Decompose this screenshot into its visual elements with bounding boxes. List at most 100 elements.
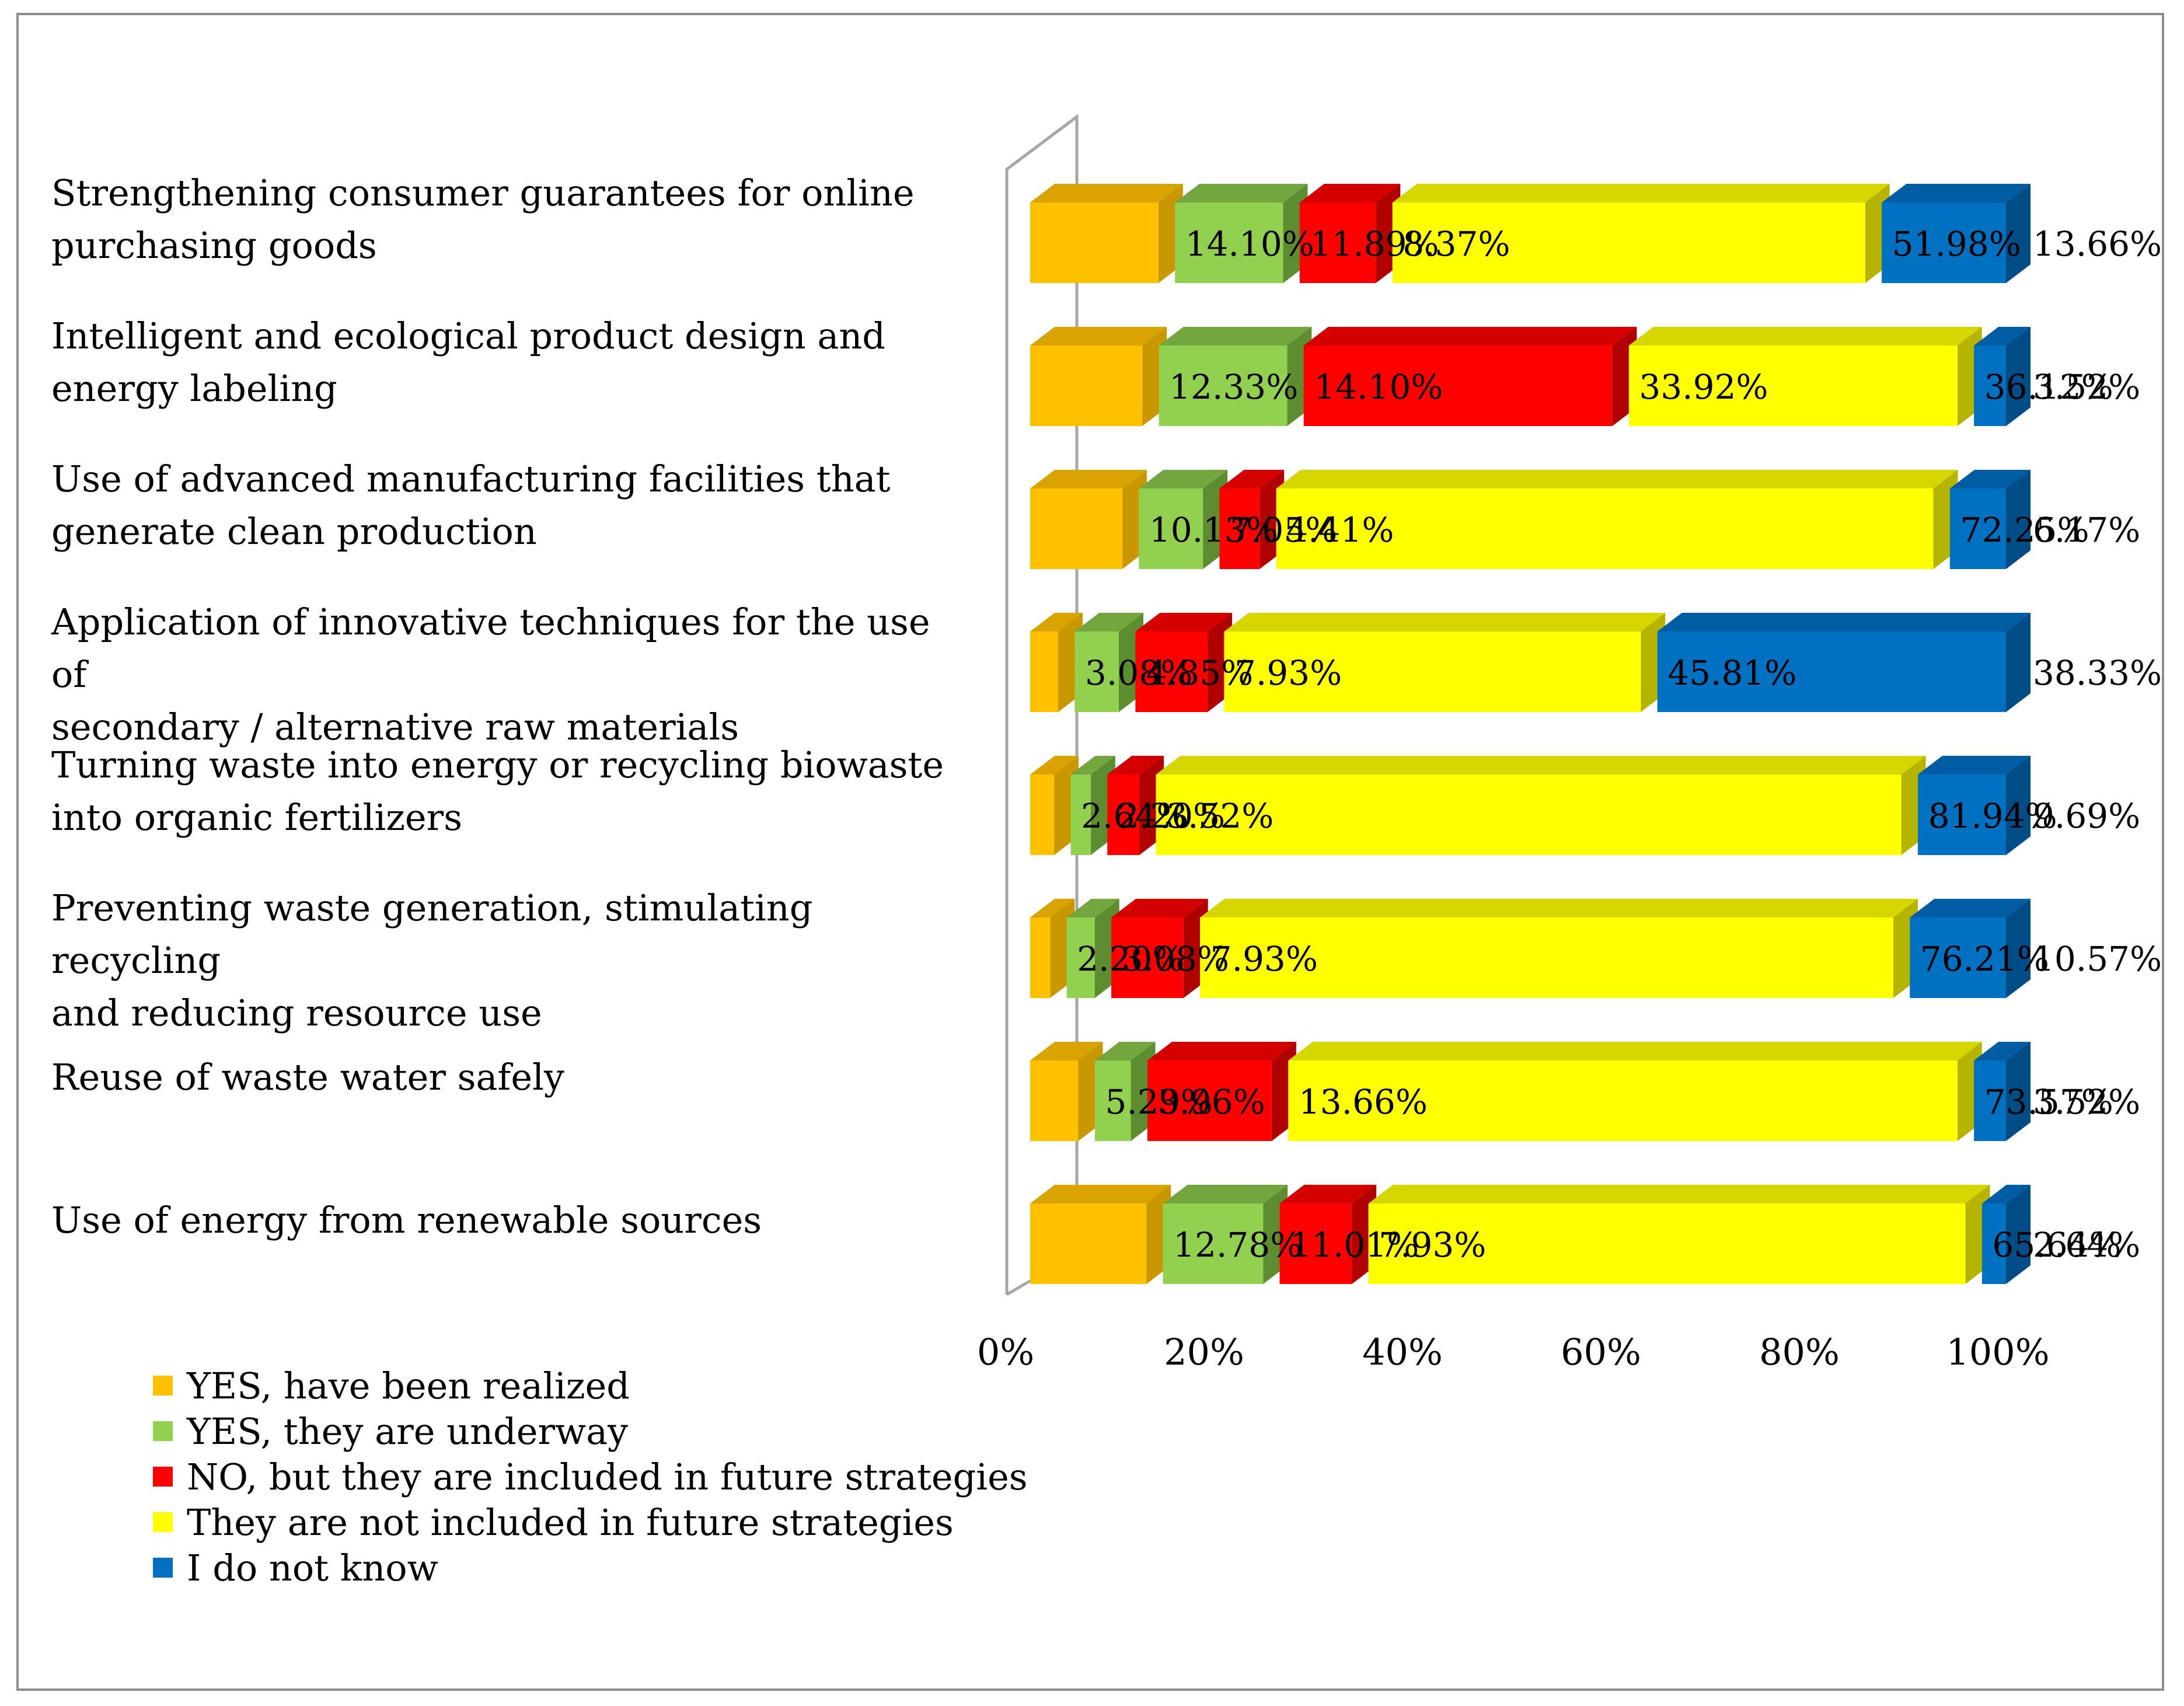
- x-tick-label: 100%: [1946, 1331, 2049, 1373]
- bar-front-face: [1276, 489, 1934, 569]
- bar-segment: [1657, 613, 2031, 712]
- bar-front-face: [1030, 1060, 1079, 1141]
- bar-value-label: 7.93%: [1210, 939, 1318, 979]
- bar-segment: [1303, 327, 1637, 426]
- bar-side-face: [2006, 613, 2031, 712]
- bar-value-label: 76.21%: [1920, 939, 2049, 979]
- category-label: Use of advanced manufacturing facilities…: [51, 453, 962, 558]
- bar-top-face: [1974, 327, 2031, 346]
- bar-top-face: [1066, 899, 1119, 917]
- bar-front-face: [1066, 917, 1095, 998]
- bar-value-label: 3.96%: [1158, 1082, 1265, 1122]
- legend-swatch: [153, 1467, 173, 1487]
- legend-label: YES, have been realized: [187, 1364, 630, 1407]
- bar-top-face: [1030, 613, 1083, 632]
- bar-top-face: [1279, 1185, 1377, 1203]
- x-tick-label: 60%: [1561, 1331, 1641, 1373]
- bar-value-label: 7.93%: [1379, 1225, 1486, 1265]
- bar-value-label: 12.78%: [1173, 1225, 1302, 1265]
- bar-value-label: 14.10%: [1314, 367, 1443, 407]
- bar-side-face: [2006, 756, 2031, 855]
- category-label-line: generate clean production: [51, 510, 537, 553]
- bar-segment: [1981, 1185, 2031, 1284]
- bar-front-face: [1974, 346, 2006, 426]
- category-label-line: Turning waste into energy or recycling b…: [51, 744, 944, 786]
- bar-top-face: [1657, 613, 2031, 632]
- bar-top-face: [1303, 327, 1637, 346]
- bar-top-face: [1299, 184, 1401, 203]
- bar-front-face: [1175, 203, 1283, 283]
- bar-front-face: [1628, 346, 1958, 426]
- bar-value-label: 5.29%: [1105, 1082, 1212, 1122]
- bar-front-face: [1074, 632, 1119, 712]
- category-label-line: secondary / alternative raw materials: [51, 706, 739, 748]
- bar-value-label: 9.69%: [2033, 796, 2140, 836]
- bar-top-face: [1111, 899, 1208, 917]
- bar-front-face: [1030, 203, 1159, 283]
- bar-top-face: [1276, 470, 1958, 489]
- bar-side-face: [2006, 184, 2031, 283]
- bar-top-face: [1917, 756, 2031, 774]
- bar-value-label: 2.20%: [1077, 939, 1184, 979]
- bar-front-face: [1392, 203, 1865, 283]
- bar-front-face: [1163, 1203, 1264, 1284]
- bar-top-face: [1949, 470, 2031, 489]
- bar-value-label: 36.12%: [1984, 367, 2113, 407]
- bar-segment: [1159, 327, 1312, 426]
- bar-segment: [1030, 1185, 1171, 1284]
- legend-item: I do not know: [153, 1545, 1028, 1590]
- bar-front-face: [1139, 489, 1203, 569]
- bar-top-face: [1219, 470, 1285, 489]
- bar-segment: [1107, 756, 1164, 855]
- bar-top-face: [1030, 1185, 1171, 1203]
- bar-value-label: 2.20%: [1118, 796, 1225, 836]
- bar-top-face: [1030, 1042, 1103, 1060]
- bar-value-label: 13.66%: [1299, 1082, 1428, 1122]
- x-axis-ticks: 0% 20% 40% 60% 80% 100%: [977, 1331, 2050, 1373]
- bar-front-face: [1368, 1203, 1966, 1284]
- legend-swatch: [153, 1376, 173, 1395]
- bar-top-face: [1030, 756, 1079, 774]
- bar-side-face: [2006, 327, 2031, 426]
- bar-front-face: [1657, 632, 2006, 712]
- bar-top-face: [1628, 327, 1982, 346]
- bar-value-label: 10.13%: [1149, 510, 1278, 550]
- bar-top-face: [1981, 1185, 2031, 1203]
- bar-value-label: 7.93%: [1234, 653, 1342, 693]
- bar-value-label: 3.52%: [2033, 1082, 2140, 1122]
- category-label-line: Reuse of waste water safely: [51, 1056, 564, 1098]
- bar-segment: [1094, 1042, 1156, 1141]
- bar-front-face: [1299, 203, 1376, 283]
- bar-top-face: [1147, 1042, 1296, 1060]
- chart-bars: [1030, 184, 2031, 1284]
- category-label-line: Intelligent and ecological product desig…: [51, 315, 885, 357]
- bar-segment: [1219, 470, 1285, 569]
- bar-top-face: [1200, 899, 1918, 917]
- bar-segment: [1030, 184, 1183, 283]
- category-label-line: and reducing resource use: [51, 992, 542, 1034]
- bar-front-face: [1200, 917, 1893, 998]
- bar-top-face: [1156, 756, 1926, 774]
- bar-segment: [1974, 1042, 2031, 1141]
- bar-value-label: 3.08%: [1085, 653, 1192, 693]
- x-tick-label: 0%: [977, 1331, 1034, 1373]
- bar-value-label: 2.64%: [1081, 796, 1188, 836]
- category-label: Preventing waste generation, stimulating…: [51, 882, 962, 1039]
- category-label: Application of innovative techniques for…: [51, 596, 962, 753]
- category-label-line: Use of energy from renewable sources: [51, 1199, 762, 1241]
- legend-item: YES, have been realized: [153, 1363, 1028, 1408]
- bar-segment: [1030, 470, 1147, 569]
- bar-top-face: [1974, 1042, 2031, 1060]
- bar-top-face: [1074, 613, 1143, 632]
- bar-segment: [1030, 327, 1167, 426]
- bar-segment: [1288, 1042, 1982, 1141]
- bar-segment: [1917, 756, 2031, 855]
- bar-front-face: [1030, 489, 1122, 569]
- bar-top-face: [1070, 756, 1115, 774]
- bar-value-label: 8.37%: [1402, 224, 1510, 264]
- category-label: Reuse of waste water safely: [51, 1051, 962, 1104]
- bar-value-label: 72.25%: [1960, 510, 2089, 550]
- bar-top-face: [1163, 1185, 1288, 1203]
- bar-front-face: [1030, 1203, 1147, 1284]
- bar-segment: [1949, 470, 2031, 569]
